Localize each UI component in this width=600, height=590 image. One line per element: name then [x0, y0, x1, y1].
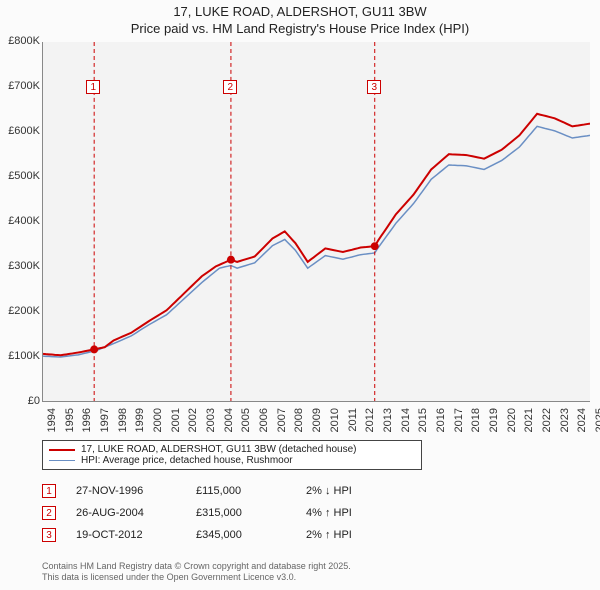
x-tick-label: 2025	[594, 408, 600, 448]
title-line-1: 17, LUKE ROAD, ALDERSHOT, GU11 3BW	[0, 4, 600, 21]
x-tick-label: 2020	[506, 408, 518, 448]
property_line	[43, 114, 590, 355]
x-tick-label: 2023	[559, 408, 571, 448]
sale-price: £315,000	[196, 507, 306, 519]
hpi_line	[43, 126, 590, 357]
x-tick-label: 2019	[488, 408, 500, 448]
sale-marker-badge: 2	[223, 80, 237, 94]
chart-plot-area	[42, 42, 590, 402]
y-tick-label: £700K	[0, 80, 40, 92]
x-tick-label: 2022	[541, 408, 553, 448]
sale-row-badge: 1	[42, 484, 56, 498]
sale-marker-badge: 3	[367, 80, 381, 94]
y-tick-label: £0	[0, 395, 40, 407]
sale-marker-dot	[371, 242, 379, 250]
sale-date: 19-OCT-2012	[76, 529, 196, 541]
x-tick-label: 2018	[470, 408, 482, 448]
sales-table: 1 27-NOV-1996£115,0002% ↓ HPI 2 26-AUG-2004…	[42, 480, 386, 546]
legend-item: HPI: Average price, detached house, Rush…	[49, 455, 415, 466]
sale-marker-dot	[227, 256, 235, 264]
y-tick-label: £400K	[0, 215, 40, 227]
y-tick-label: £300K	[0, 260, 40, 272]
sale-row: 3 19-OCT-2012£345,0002% ↑ HPI	[42, 524, 386, 546]
y-tick-label: £600K	[0, 125, 40, 137]
sale-row: 1 27-NOV-1996£115,0002% ↓ HPI	[42, 480, 386, 502]
footer-line-2: This data is licensed under the Open Gov…	[42, 572, 351, 584]
sale-row-badge: 3	[42, 528, 56, 542]
legend-swatch	[49, 449, 75, 451]
sale-row-badge: 2	[42, 506, 56, 520]
sale-change: 2% ↓ HPI	[306, 485, 386, 497]
sale-change: 2% ↑ HPI	[306, 529, 386, 541]
legend-item: 17, LUKE ROAD, ALDERSHOT, GU11 3BW (deta…	[49, 444, 415, 455]
y-tick-label: £500K	[0, 170, 40, 182]
chart-title: 17, LUKE ROAD, ALDERSHOT, GU11 3BW Price…	[0, 0, 600, 38]
sale-price: £345,000	[196, 529, 306, 541]
footer-line-1: Contains HM Land Registry data © Crown c…	[42, 561, 351, 573]
x-tick-label: 2024	[576, 408, 588, 448]
sale-marker-badge: 1	[86, 80, 100, 94]
legend: 17, LUKE ROAD, ALDERSHOT, GU11 3BW (deta…	[42, 440, 422, 470]
y-tick-label: £100K	[0, 350, 40, 362]
sale-change: 4% ↑ HPI	[306, 507, 386, 519]
sale-marker-dot	[90, 345, 98, 353]
sale-date: 26-AUG-2004	[76, 507, 196, 519]
title-line-2: Price paid vs. HM Land Registry's House …	[0, 21, 600, 38]
x-tick-label: 2016	[435, 408, 447, 448]
sale-date: 27-NOV-1996	[76, 485, 196, 497]
legend-label: 17, LUKE ROAD, ALDERSHOT, GU11 3BW (deta…	[81, 444, 357, 455]
x-tick-label: 2021	[523, 408, 535, 448]
legend-label: HPI: Average price, detached house, Rush…	[81, 455, 293, 466]
footer-attribution: Contains HM Land Registry data © Crown c…	[42, 561, 351, 584]
y-tick-label: £800K	[0, 35, 40, 47]
sale-row: 2 26-AUG-2004£315,0004% ↑ HPI	[42, 502, 386, 524]
y-tick-label: £200K	[0, 305, 40, 317]
sale-price: £115,000	[196, 485, 306, 497]
chart-svg	[43, 42, 590, 401]
legend-swatch	[49, 460, 75, 461]
x-tick-label: 2017	[453, 408, 465, 448]
